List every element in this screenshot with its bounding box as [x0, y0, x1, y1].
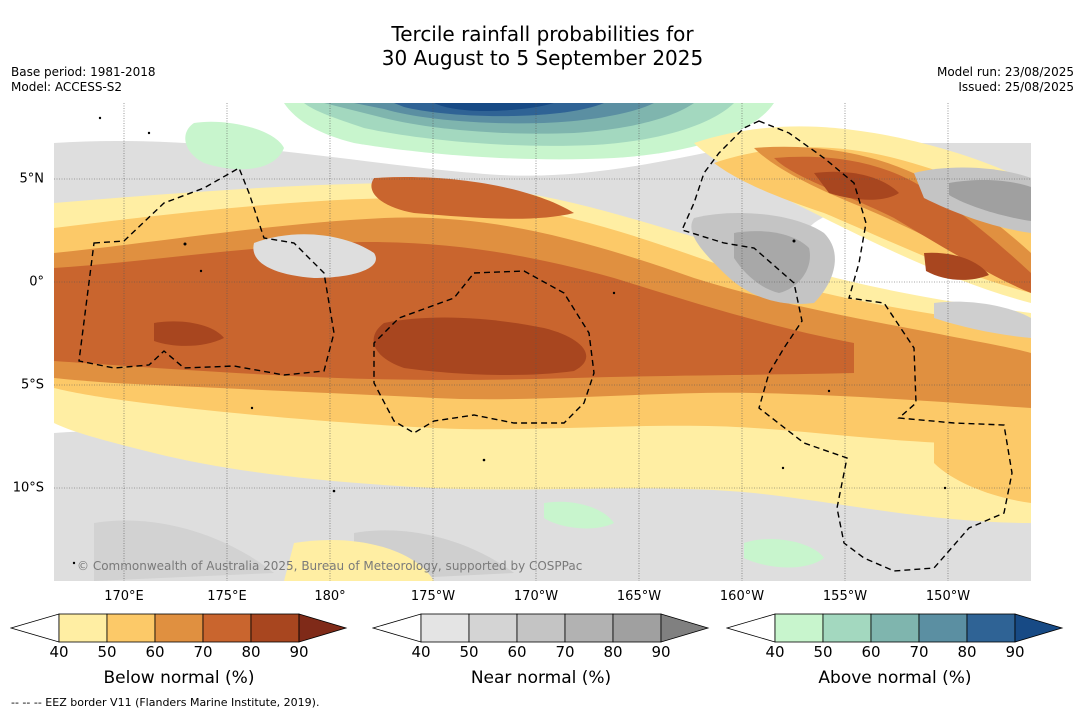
- below-tick-80: 80: [241, 643, 261, 661]
- map-title: Tercile rainfall probabilities for 30 Au…: [0, 22, 1085, 70]
- near-tick-90: 90: [651, 643, 671, 661]
- below-normal-region: [154, 321, 224, 346]
- below-swatch-2: [106, 613, 156, 643]
- title-line-2: 30 August to 5 September 2025: [381, 46, 704, 70]
- near-swatch-5: [612, 613, 662, 643]
- below-tick-70: 70: [193, 643, 213, 661]
- base-info: Base period: 1981-2018 Model: ACCESS-S2: [11, 65, 156, 95]
- below-normal-colorbar: [10, 613, 348, 643]
- run-info: Model run: 23/08/2025 Issued: 25/08/2025: [937, 65, 1074, 95]
- lon-label-155w: 155°W: [822, 589, 868, 604]
- below-normal-region: [54, 242, 854, 380]
- above-tick-90: 90: [1005, 643, 1025, 661]
- lat-label-5s: 5°S: [20, 377, 44, 393]
- lat-label-5n: 5°N: [19, 171, 45, 187]
- near-tick-70: 70: [555, 643, 575, 661]
- rainfall-probability-map: [54, 103, 1031, 581]
- lon-label-150w: 150°W: [925, 589, 971, 604]
- model-run: Model run: 23/08/2025: [936, 65, 1074, 79]
- above-normal-region: [744, 538, 824, 568]
- near-normal-region: [94, 520, 274, 581]
- near-swatch-2: [468, 613, 518, 643]
- above-swatch-5: [966, 613, 1016, 643]
- near-tick-40: 40: [411, 643, 431, 661]
- below-tick-60: 60: [145, 643, 165, 661]
- below-normal-region: [284, 539, 434, 581]
- above-swatch-1: [774, 613, 824, 643]
- near-normal-region: [734, 231, 810, 293]
- near-tick-80: 80: [603, 643, 623, 661]
- below-normal-legend-title: Below normal (%): [103, 668, 255, 688]
- copyright-notice: © Commonwealth of Australia 2025, Bureau…: [77, 559, 583, 573]
- near-normal-legend-title: Near normal (%): [470, 668, 612, 688]
- below-swatch-5: [250, 613, 300, 643]
- below-normal-region: [373, 317, 587, 375]
- below-swatch-over: [298, 613, 348, 643]
- below-tick-50: 50: [97, 643, 117, 661]
- issued-date: Issued: 25/08/2025: [958, 80, 1074, 94]
- lon-label-175w: 175°W: [410, 589, 456, 604]
- near-normal-region: [934, 301, 1031, 338]
- above-normal-region: [544, 501, 614, 529]
- near-normal-colorbar: [372, 613, 710, 643]
- near-normal-region: [949, 180, 1031, 221]
- near-swatch-3: [516, 613, 566, 643]
- near-tick-50: 50: [459, 643, 479, 661]
- lon-label-170w: 170°W: [513, 589, 559, 604]
- eez-border-note: -- -- -- EEZ border V11 (Flanders Marine…: [11, 696, 320, 709]
- near-swatch-4: [564, 613, 614, 643]
- base-period: Base period: 1981-2018: [11, 65, 156, 79]
- above-swatch-over: [1014, 613, 1064, 643]
- below-swatch-under: [10, 613, 60, 643]
- above-tick-70: 70: [909, 643, 929, 661]
- above-tick-50: 50: [813, 643, 833, 661]
- above-swatch-4: [918, 613, 968, 643]
- below-swatch-4: [202, 613, 252, 643]
- below-swatch-3: [154, 613, 204, 643]
- title-line-1: Tercile rainfall probabilities for: [391, 22, 694, 46]
- lat-label-0: 0°: [29, 274, 44, 290]
- lon-label-170e: 170°E: [104, 589, 144, 604]
- near-swatch-under: [372, 613, 422, 643]
- gridlines: [54, 103, 1031, 581]
- below-normal-region: [371, 177, 574, 219]
- above-normal-region: [185, 121, 284, 170]
- below-swatch-1: [58, 613, 108, 643]
- lon-label-175e: 175°E: [207, 589, 247, 604]
- island-markers: [72, 116, 947, 565]
- near-tick-60: 60: [507, 643, 527, 661]
- below-normal-region: [814, 171, 899, 200]
- lat-label-10s: 10°S: [12, 480, 44, 496]
- near-normal-region: [253, 234, 376, 278]
- above-swatch-2: [822, 613, 872, 643]
- lon-label-160w: 160°W: [719, 589, 765, 604]
- below-tick-90: 90: [289, 643, 309, 661]
- model-name: Model: ACCESS-S2: [11, 80, 123, 94]
- near-swatch-over: [660, 613, 710, 643]
- below-tick-40: 40: [49, 643, 69, 661]
- above-swatch-3: [870, 613, 920, 643]
- lon-label-165w: 165°W: [616, 589, 662, 604]
- above-tick-80: 80: [957, 643, 977, 661]
- above-normal-legend-title: Above normal (%): [818, 668, 972, 688]
- above-swatch-under: [726, 613, 776, 643]
- above-normal-region: [434, 103, 554, 111]
- above-tick-40: 40: [765, 643, 785, 661]
- lon-label-180: 180°: [314, 589, 346, 604]
- below-normal-region: [924, 252, 989, 280]
- eez-borders: [78, 120, 1013, 572]
- above-tick-60: 60: [861, 643, 881, 661]
- above-normal-colorbar: [726, 613, 1064, 643]
- near-swatch-1: [420, 613, 470, 643]
